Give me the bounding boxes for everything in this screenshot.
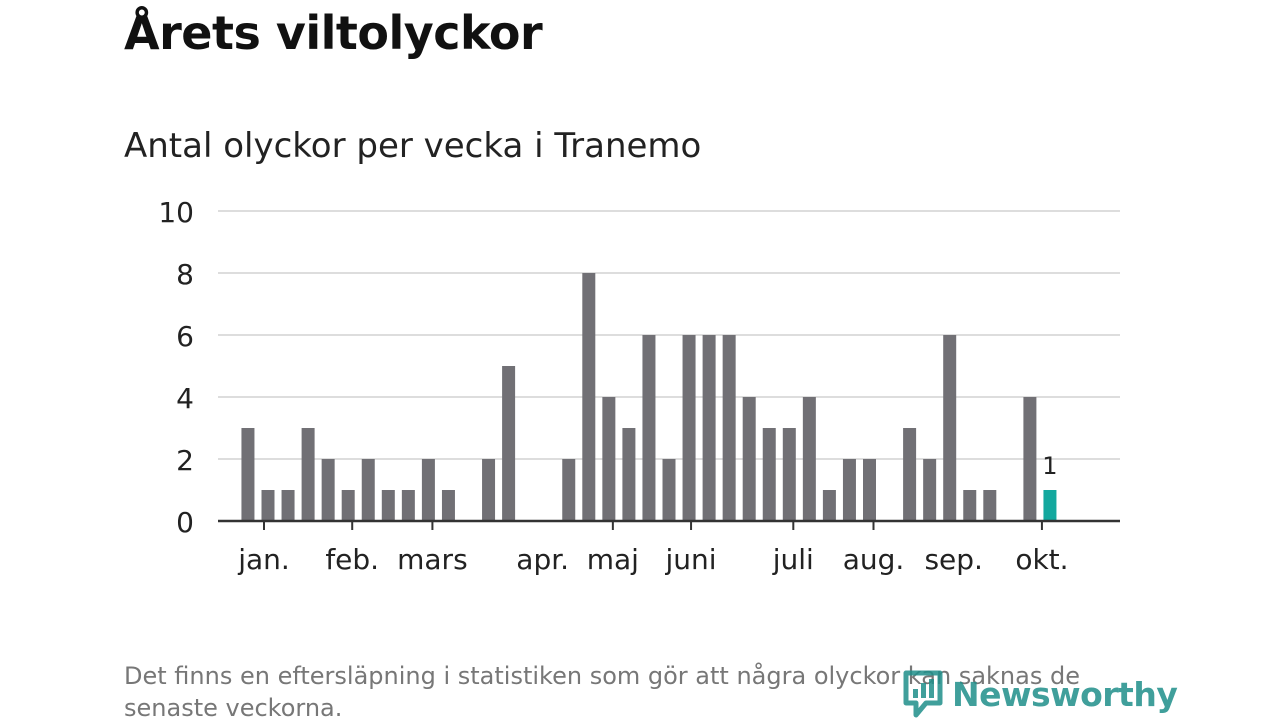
bar-week-21 <box>622 428 636 521</box>
data-label-highlight: 1 <box>1042 452 1057 480</box>
y-tick-label-6: 6 <box>176 320 194 353</box>
bar-week-9 <box>381 490 395 521</box>
x-tick-label-maj: maj <box>587 543 639 576</box>
y-tick-label-2: 2 <box>176 444 194 477</box>
x-tick-label-juli: juli <box>772 543 814 576</box>
bar-week-19 <box>582 273 596 521</box>
bar-week-15 <box>502 366 516 521</box>
bar-week-30 <box>802 397 816 521</box>
bar-week-37 <box>943 335 957 521</box>
bar-week-32 <box>842 459 856 521</box>
bar-week-12 <box>441 490 455 521</box>
chart-subtitle: Antal olyckor per vecka i Tranemo <box>124 126 702 166</box>
bar-week-23 <box>662 459 676 521</box>
x-tick-label-mars: mars <box>397 543 468 576</box>
bar-week-7 <box>341 490 355 521</box>
bar-week-33 <box>863 459 876 521</box>
bar-week-28 <box>762 428 776 521</box>
x-tick-label-aug: aug. <box>843 543 905 576</box>
x-tick-label-okt: okt. <box>1015 543 1068 576</box>
bar-week-27 <box>742 397 756 521</box>
footnote: Det finns en eftersläpning i statistiken… <box>124 662 1080 720</box>
y-tick-label-0: 0 <box>176 506 194 539</box>
y-tick-label-8: 8 <box>176 258 194 291</box>
x-tick-label-jan: jan. <box>237 543 290 576</box>
y-tick-label-4: 4 <box>176 382 194 415</box>
bar-week-6 <box>321 459 335 521</box>
bar-week-41 <box>1023 397 1037 521</box>
x-tick-label-apr: apr. <box>516 543 569 576</box>
page-title: Årets viltolyckor <box>124 6 543 60</box>
bar-week-26 <box>722 335 736 521</box>
bar-week-42 <box>1043 490 1057 521</box>
bar-week-14 <box>482 459 496 521</box>
bar-week-36 <box>923 459 937 521</box>
bar-week-31 <box>822 490 836 521</box>
bar-week-3 <box>261 490 275 521</box>
bar-week-11 <box>421 459 435 521</box>
newsworthy-logo-text: Newsworthy <box>952 674 1178 714</box>
bar-week-35 <box>903 428 917 521</box>
bar-week-39 <box>983 490 997 521</box>
bar-week-5 <box>301 428 315 521</box>
bar-week-29 <box>782 428 796 521</box>
y-tick-label-10: 10 <box>158 196 194 229</box>
bar-week-4 <box>281 490 295 521</box>
x-tick-label-feb: feb. <box>325 543 379 576</box>
bar-week-22 <box>642 335 656 521</box>
newsworthy-logo-icon <box>903 670 943 718</box>
bar-week-10 <box>401 490 415 521</box>
x-tick-label-juni: juni <box>665 543 717 576</box>
bar-week-2 <box>241 428 255 521</box>
bar-week-8 <box>361 459 375 521</box>
bar-week-18 <box>562 459 576 521</box>
bar-week-24 <box>682 335 696 521</box>
bar-week-20 <box>602 397 616 521</box>
bar-week-25 <box>702 335 716 521</box>
bar-week-38 <box>963 490 977 521</box>
x-tick-label-sep: sep. <box>924 543 983 576</box>
newsworthy-logo: Newsworthy <box>902 668 1178 720</box>
